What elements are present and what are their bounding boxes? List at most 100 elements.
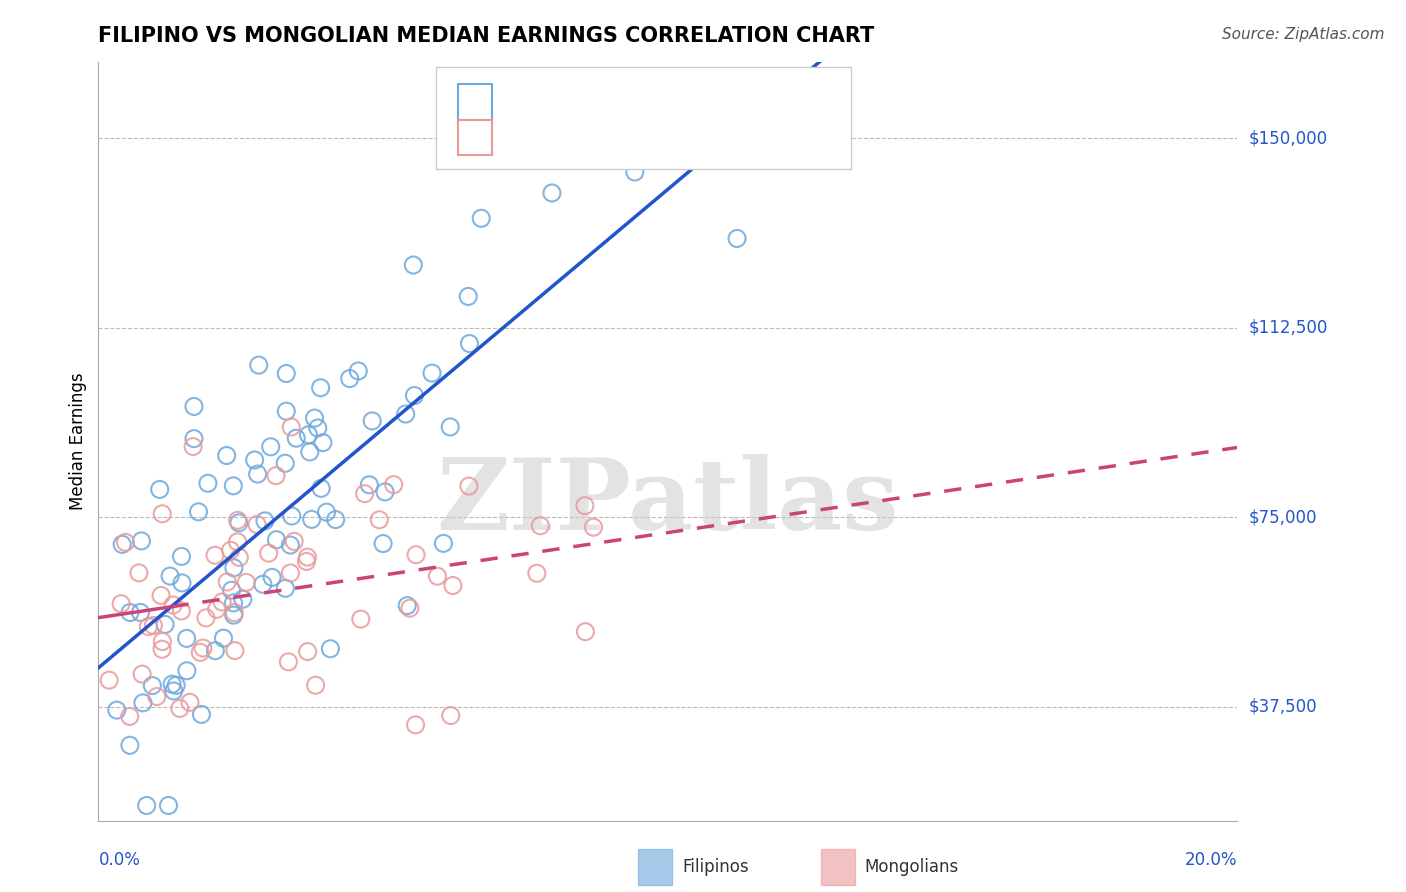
Point xyxy=(307,421,329,435)
Text: ZIPatlas: ZIPatlas xyxy=(437,454,898,550)
Point xyxy=(297,644,319,658)
Point xyxy=(319,641,342,656)
Point xyxy=(224,606,246,620)
Point xyxy=(176,664,198,678)
Point xyxy=(179,695,201,709)
Point xyxy=(457,479,479,493)
Y-axis label: Median Earnings: Median Earnings xyxy=(69,373,87,510)
Text: 59: 59 xyxy=(678,128,700,146)
Point xyxy=(353,486,375,500)
Point xyxy=(183,400,205,414)
Point xyxy=(339,371,361,385)
Point xyxy=(135,798,157,813)
Point xyxy=(315,505,337,519)
Point xyxy=(157,798,180,813)
Point xyxy=(298,445,321,459)
Point xyxy=(188,645,211,659)
Point xyxy=(162,598,184,612)
Point xyxy=(374,484,396,499)
Point xyxy=(582,520,605,534)
Point xyxy=(222,596,245,610)
Point xyxy=(285,431,308,445)
Point xyxy=(162,684,184,698)
Point xyxy=(295,554,318,568)
Point xyxy=(150,642,173,657)
Point xyxy=(187,505,209,519)
Point xyxy=(309,381,332,395)
Point xyxy=(146,690,169,704)
Point xyxy=(359,477,381,491)
Point xyxy=(541,186,564,200)
Point xyxy=(190,707,212,722)
Text: 0.096: 0.096 xyxy=(551,128,602,146)
Point xyxy=(277,655,299,669)
Point xyxy=(118,709,141,723)
Point xyxy=(141,679,163,693)
Point xyxy=(246,467,269,481)
Point xyxy=(191,640,214,655)
Point xyxy=(228,550,250,565)
Point xyxy=(274,582,297,596)
Point xyxy=(361,414,384,428)
Point xyxy=(283,534,305,549)
Point xyxy=(266,533,288,547)
Point xyxy=(228,516,250,530)
Point xyxy=(252,577,274,591)
Point xyxy=(247,358,270,372)
Point xyxy=(404,388,426,402)
Point xyxy=(153,617,176,632)
Point xyxy=(301,512,323,526)
Point xyxy=(347,364,370,378)
Point xyxy=(98,673,121,688)
Point xyxy=(150,589,173,603)
Point xyxy=(439,420,461,434)
Text: FILIPINO VS MONGOLIAN MEDIAN EARNINGS CORRELATION CHART: FILIPINO VS MONGOLIAN MEDIAN EARNINGS CO… xyxy=(98,26,875,45)
Point xyxy=(128,566,150,580)
Point xyxy=(235,575,257,590)
Point xyxy=(526,566,548,581)
Point xyxy=(221,583,243,598)
Point xyxy=(111,537,134,551)
Point xyxy=(432,536,454,550)
Point xyxy=(197,476,219,491)
Text: $37,500: $37,500 xyxy=(1249,698,1317,716)
Point xyxy=(132,696,155,710)
Point xyxy=(470,211,492,226)
Point xyxy=(194,611,217,625)
Point xyxy=(129,606,152,620)
Point xyxy=(402,258,425,272)
Point xyxy=(246,517,269,532)
Point xyxy=(325,512,347,526)
Point xyxy=(165,678,187,692)
Point xyxy=(170,575,193,590)
Point xyxy=(371,536,394,550)
Text: 0.0%: 0.0% xyxy=(98,851,141,869)
Point xyxy=(204,548,226,562)
Point xyxy=(160,677,183,691)
Text: Mongolians: Mongolians xyxy=(865,858,959,876)
Point xyxy=(458,336,481,351)
Text: 81: 81 xyxy=(678,93,700,111)
Point xyxy=(399,601,422,615)
Point xyxy=(280,420,302,434)
Point xyxy=(224,643,246,657)
Point xyxy=(170,604,193,618)
Point xyxy=(118,739,141,753)
Point xyxy=(368,513,391,527)
Text: R =: R = xyxy=(505,128,544,146)
Point xyxy=(105,703,128,717)
Text: R =: R = xyxy=(505,93,544,111)
Point xyxy=(382,477,405,491)
Text: 20.0%: 20.0% xyxy=(1185,851,1237,869)
Point xyxy=(181,440,204,454)
Point xyxy=(159,569,181,583)
Point xyxy=(350,612,373,626)
Point xyxy=(276,404,298,418)
Point xyxy=(574,499,596,513)
Point xyxy=(260,440,283,454)
Point xyxy=(226,513,249,527)
Point xyxy=(110,597,132,611)
Point xyxy=(131,533,153,548)
Text: N =: N = xyxy=(631,93,671,111)
Point xyxy=(118,606,141,620)
